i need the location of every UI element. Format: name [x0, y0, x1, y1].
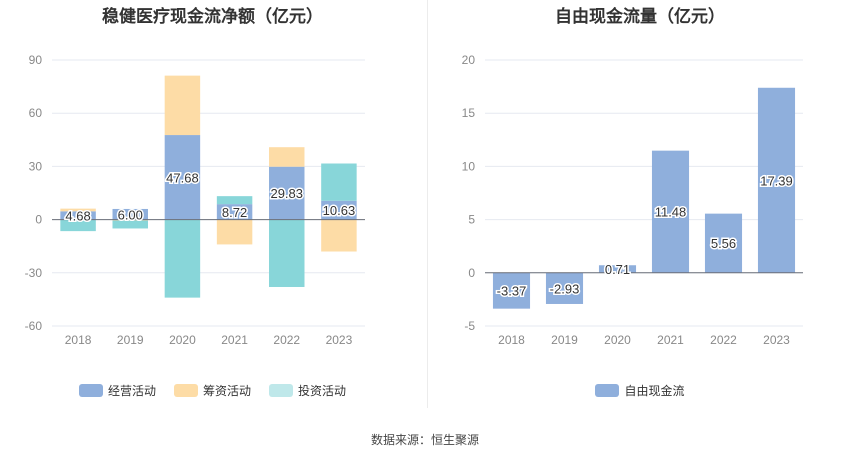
- left-y-tick-label: -60: [25, 319, 43, 333]
- right-bar-series0-2019: [545, 272, 584, 304]
- left-bar-series2-2018: [60, 219, 96, 232]
- left-data-label: 29.83: [270, 186, 303, 201]
- legend-item-operating[interactable]: 经营活动: [78, 382, 156, 399]
- left-bar-series1-2022: [269, 147, 305, 167]
- left-x-tick-label: 2021: [221, 333, 248, 347]
- right-chart-title: 自由现金流量（亿元）: [555, 7, 725, 27]
- left-bar-series0-2022: [269, 166, 305, 220]
- right-y-tick-label: 20: [462, 53, 476, 67]
- right-bar-series0-2023: [757, 87, 796, 273]
- left-x-tick-label: 2023: [326, 333, 353, 347]
- legend-label-operating: 经营活动: [107, 384, 156, 398]
- right-chart-legend: 自由现金流: [430, 382, 850, 399]
- right-x-tick-label: 2018: [498, 333, 525, 347]
- legend-label-free-cash-flow: 自由现金流: [624, 384, 685, 398]
- left-chart-legend: 经营活动 筹资活动 投资活动: [0, 382, 425, 399]
- left-chart-plot: 90 60 30 0 -30 -60 2018 2019 2020 2021 2022 2023 4.6…: [25, 53, 365, 347]
- left-bar-series1-2020: [164, 75, 201, 136]
- right-data-label: -3.37: [497, 284, 527, 299]
- legend-label-financing: 筹资活动: [202, 384, 251, 398]
- left-bar-series0-2019: [112, 208, 148, 220]
- left-bar-series0-2018: [60, 211, 96, 220]
- left-y-tick-label: 90: [29, 53, 43, 67]
- legend-item-financing[interactable]: 筹资活动: [173, 382, 251, 399]
- left-bar-series2-2023: [321, 163, 357, 201]
- left-bar-series2-2020: [164, 219, 201, 298]
- left-y-tick-label: 0: [35, 213, 42, 227]
- left-chart-panel: 稳健医疗现金流净额（亿元） 90 60 30 0 -30 -60 2018 2019 2020 2…: [0, 0, 425, 420]
- legend-swatch-free-cash-flow: [595, 384, 620, 397]
- legend-label-investing: 投资活动: [298, 384, 347, 398]
- data-source-note: 数据来源：恒生聚源: [370, 433, 479, 447]
- right-x-tick-label: 2022: [710, 333, 737, 347]
- left-data-label: 10.63: [323, 203, 356, 218]
- left-data-label: 6.00: [118, 207, 143, 222]
- right-data-label: 11.48: [655, 205, 687, 220]
- legend-swatch-operating: [78, 384, 103, 397]
- right-data-label: 5.56: [711, 236, 736, 251]
- left-data-label: 4.68: [65, 208, 90, 223]
- right-bar-series0-2020: [598, 265, 637, 273]
- right-x-tick-label: 2021: [657, 333, 684, 347]
- panel-divider: [427, 0, 428, 408]
- left-data-label: 47.68: [166, 170, 199, 185]
- legend-item-investing[interactable]: 投资活动: [269, 382, 346, 399]
- left-bar-series0-2023: [321, 200, 357, 220]
- left-bar-series1-2018: [60, 208, 96, 212]
- right-y-tick-label: -5: [464, 319, 475, 333]
- left-bar-series1-2023: [321, 219, 357, 252]
- legend-item-free-cash-flow[interactable]: 自由现金流: [595, 382, 685, 399]
- right-bar-series0-2022: [704, 213, 743, 273]
- right-bar-series0-2018: [492, 272, 531, 309]
- left-x-tick-label: 2020: [169, 333, 196, 347]
- right-y-tick-label: 15: [462, 106, 476, 120]
- left-bar-series2-2019: [112, 220, 148, 229]
- right-chart-plot: 20 15 10 5 0 -5 2018 2019 2020 2021 2022 2023 -3.37 -…: [462, 53, 803, 347]
- right-bar-series0-2021: [651, 150, 690, 273]
- left-bar-series2-2022: [269, 219, 305, 287]
- left-bar-series0-2021: [216, 204, 253, 220]
- right-data-label: -2.93: [550, 281, 580, 296]
- left-y-tick-label: -30: [25, 266, 43, 280]
- left-data-label: 8.72: [222, 205, 247, 220]
- right-y-tick-label: 5: [468, 213, 475, 227]
- left-x-tick-label: 2022: [273, 333, 300, 347]
- left-y-tick-label: 60: [29, 106, 43, 120]
- right-data-label: 17.39: [760, 173, 793, 188]
- left-y-tick-label: 30: [29, 159, 43, 173]
- left-chart-title: 稳健医疗现金流净额（亿元）: [102, 7, 323, 27]
- right-y-tick-label: 0: [468, 266, 475, 280]
- right-data-label: 0.71: [605, 262, 630, 277]
- legend-swatch-investing: [269, 384, 293, 397]
- legend-swatch-financing: [173, 384, 198, 397]
- left-bar-series0-2020: [164, 135, 201, 220]
- left-bar-series1-2021: [216, 219, 253, 245]
- right-y-tick-label: 10: [462, 159, 476, 173]
- left-x-tick-label: 2019: [117, 333, 144, 347]
- right-chart-panel: 自由现金流量（亿元） 20 15 10 5 0 -5 2018 2019 2020 2021 202…: [430, 0, 850, 420]
- left-x-tick-label: 2018: [65, 333, 92, 347]
- right-x-tick-label: 2020: [604, 333, 631, 347]
- right-x-tick-label: 2019: [551, 333, 578, 347]
- right-x-tick-label: 2023: [763, 333, 790, 347]
- left-bar-series2-2021: [216, 196, 253, 205]
